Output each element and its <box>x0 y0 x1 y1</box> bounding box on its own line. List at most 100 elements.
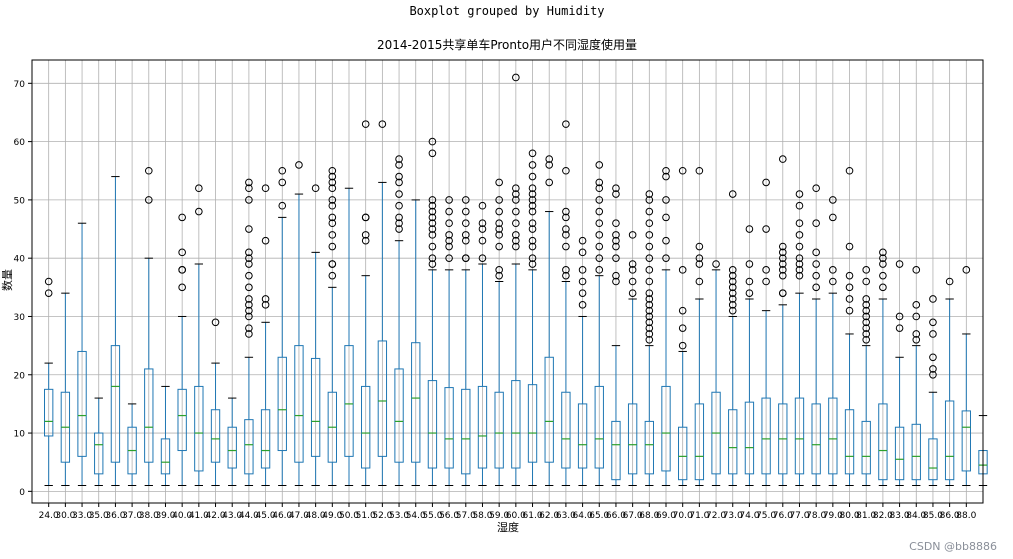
box-iqr <box>511 380 521 469</box>
box-42.0 <box>210 318 221 487</box>
box-iqr <box>744 401 755 475</box>
flier-point <box>578 248 587 257</box>
box-71.0 <box>694 166 705 487</box>
box-69.0 <box>661 166 671 487</box>
flier-point <box>245 225 253 233</box>
flier-point <box>612 277 620 286</box>
flier-point <box>695 277 704 286</box>
flier-point <box>812 184 820 193</box>
box-36.0 <box>110 176 121 487</box>
x-tick-label: 78.0 <box>806 511 826 521</box>
flier-point <box>895 312 904 321</box>
box-iqr <box>194 385 204 472</box>
flier-point <box>595 207 604 216</box>
flier-point <box>645 219 654 228</box>
flier-point <box>678 324 687 332</box>
flier-point <box>595 242 604 251</box>
x-tick-label: 50.0 <box>339 511 359 521</box>
x-tick-label: 38.0 <box>139 511 159 521</box>
flier-point <box>595 219 604 228</box>
flier-point <box>929 365 937 373</box>
flier-point <box>929 318 937 327</box>
flier-point <box>829 213 837 222</box>
flier-point <box>528 225 537 233</box>
box-35.0 <box>94 397 104 487</box>
flier-point <box>278 201 287 210</box>
flier-point <box>461 236 470 245</box>
flier-point <box>645 277 654 286</box>
box-38.0 <box>144 166 154 487</box>
flier-point <box>578 277 587 286</box>
x-tick-label: 54.0 <box>406 511 426 521</box>
box-iqr <box>861 420 871 475</box>
flier-point <box>245 254 253 262</box>
box-72.0 <box>711 260 721 487</box>
y-tick-label: 40 <box>14 255 26 265</box>
box-82.0 <box>878 248 888 487</box>
flier-point <box>829 266 837 274</box>
y-axis-label: 数量 <box>1 269 14 291</box>
flier-point <box>395 172 403 181</box>
y-tick-label: 20 <box>14 371 26 381</box>
x-tick-label: 57.0 <box>456 511 476 521</box>
flier-point <box>428 149 437 158</box>
flier-point <box>645 324 654 332</box>
box-30.0 <box>60 292 71 487</box>
flier-point <box>478 225 487 233</box>
x-tick-label: 72.0 <box>706 511 726 521</box>
box-80.0 <box>844 166 855 487</box>
flier-point <box>461 219 470 228</box>
flier-point <box>178 248 186 257</box>
flier-point <box>495 219 503 228</box>
flier-point <box>328 166 337 175</box>
box-39.0 <box>160 385 171 487</box>
box-iqr <box>961 410 971 472</box>
flier-point <box>695 254 704 262</box>
x-tick-label: 51.0 <box>356 511 376 521</box>
flier-point <box>645 266 654 274</box>
box-54.0 <box>411 199 421 487</box>
flier-point <box>929 330 937 338</box>
flier-point <box>645 242 654 251</box>
x-tick-label: 65.0 <box>589 511 609 521</box>
flier-point <box>895 324 904 332</box>
flier-point <box>144 196 153 204</box>
box-37.0 <box>127 403 137 487</box>
flier-point <box>728 266 737 274</box>
flier-point <box>728 190 737 198</box>
box-iqr <box>394 368 404 463</box>
flier-point <box>912 330 921 338</box>
y-tick-label: 10 <box>14 430 26 440</box>
flier-point <box>728 295 737 303</box>
flier-point <box>528 196 537 204</box>
flier-point <box>512 190 520 198</box>
flier-point <box>845 271 854 280</box>
x-tick-label: 71.0 <box>689 511 709 521</box>
flier-point <box>528 172 537 181</box>
box-62.0 <box>544 155 554 487</box>
flier-point <box>612 190 620 198</box>
flier-point <box>645 289 654 297</box>
flier-point <box>795 242 804 251</box>
box-iqr <box>160 438 171 475</box>
flier-point <box>378 120 387 128</box>
box-76.0 <box>778 155 788 487</box>
flier-point <box>395 201 403 210</box>
flier-point <box>562 231 570 239</box>
flier-point <box>495 178 503 187</box>
tick-labels: 01020304050607024.030.033.035.036.037.03… <box>14 80 977 521</box>
flier-point <box>512 219 520 228</box>
flier-point <box>595 196 604 204</box>
x-tick-label: 24.0 <box>39 511 59 521</box>
flier-point <box>461 207 470 216</box>
x-tick-label: 41.0 <box>189 511 209 521</box>
flier-point <box>545 178 554 187</box>
x-tick-label: 83.0 <box>890 511 910 521</box>
flier-point <box>562 225 570 233</box>
box-81.0 <box>861 266 871 487</box>
flier-point <box>645 295 654 303</box>
flier-point <box>895 260 904 268</box>
box-iqr <box>911 423 921 481</box>
box-iqr <box>644 420 654 475</box>
flier-point <box>728 277 737 286</box>
